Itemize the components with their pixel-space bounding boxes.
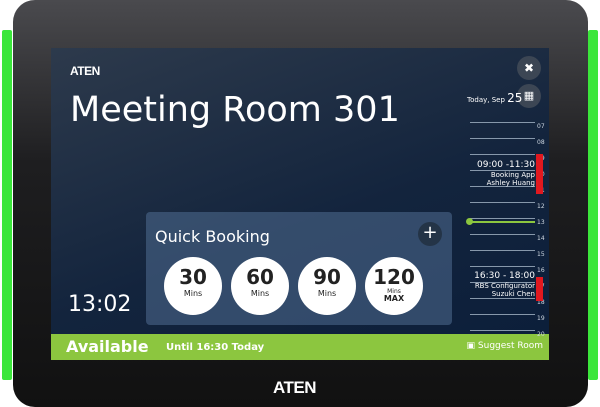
room-display-screen: ATEN Meeting Room 301 13:02 Quick Bookin…	[51, 48, 549, 360]
settings-tools-icon[interactable]: ✖	[517, 56, 541, 80]
hour-line	[470, 330, 535, 331]
room-title: Meeting Room 301	[70, 90, 400, 130]
quick-book-90-button[interactable]: 90 Mins	[298, 257, 356, 315]
status-bar: Available Until 16:30 Today ▣ Suggest Ro…	[51, 334, 549, 360]
hour-label: 08	[537, 139, 545, 146]
aten-logo: ATEN	[70, 64, 100, 78]
clock: 13:02	[68, 292, 132, 317]
hour-label: 16	[537, 267, 545, 274]
event-item[interactable]: 16:30 - 18:00 RBS Configurator Suzuki Chen	[474, 271, 535, 298]
quick-book-30-button[interactable]: 30 Mins	[164, 257, 222, 315]
current-time-dot	[466, 218, 473, 225]
hour-label: 19	[537, 315, 545, 322]
hour-line	[470, 314, 535, 315]
hour-line	[470, 202, 535, 203]
hour-line	[470, 298, 535, 299]
led-bar-right	[588, 30, 598, 380]
quick-book-120-button[interactable]: 120 Mins MAX	[365, 257, 423, 315]
hour-line	[470, 250, 535, 251]
current-time-line	[468, 221, 535, 223]
calendar-icon[interactable]: ▦	[517, 84, 541, 108]
hour-line	[470, 218, 535, 219]
hour-line	[470, 234, 535, 235]
building-icon: ▣	[466, 341, 476, 351]
hour-line	[470, 154, 535, 155]
today-date: Today, Sep 25	[467, 91, 523, 105]
suggest-room-label: Suggest Room	[477, 341, 543, 351]
hour-line	[470, 282, 535, 283]
hour-label: 18	[537, 299, 545, 306]
hour-label: 14	[537, 235, 545, 242]
led-bar-left	[2, 30, 12, 380]
hour-label: 12	[537, 203, 545, 210]
hour-line	[470, 122, 535, 123]
schedule-timeline: ✖ ▦ Today, Sep 25 0708091011121314151617…	[466, 48, 549, 360]
status-label: Available	[66, 337, 149, 356]
plus-icon[interactable]: +	[418, 222, 442, 246]
status-detail: Until 16:30 Today	[166, 342, 265, 353]
hour-label: 15	[537, 251, 545, 258]
hour-label: 13	[537, 219, 545, 226]
quick-booking-panel: Quick Booking + 30 Mins 60 Mins 90 Mins 120 Min…	[146, 212, 452, 325]
hour-line	[470, 170, 535, 171]
bezel-logo: ATEN	[273, 378, 317, 397]
busy-block	[536, 154, 543, 194]
event-item[interactable]: 09:00 -11:30 Booking App Ashley Huang	[477, 160, 535, 187]
hour-line	[470, 266, 535, 267]
busy-block	[536, 277, 543, 301]
hour-line	[470, 186, 535, 187]
quick-booking-title: Quick Booking	[155, 227, 270, 246]
hour-label: 20	[537, 331, 545, 338]
hour-line	[470, 138, 535, 139]
hour-label: 07	[537, 123, 545, 130]
suggest-room-button[interactable]: ▣ Suggest Room	[467, 341, 543, 351]
quick-book-60-button[interactable]: 60 Mins	[231, 257, 289, 315]
